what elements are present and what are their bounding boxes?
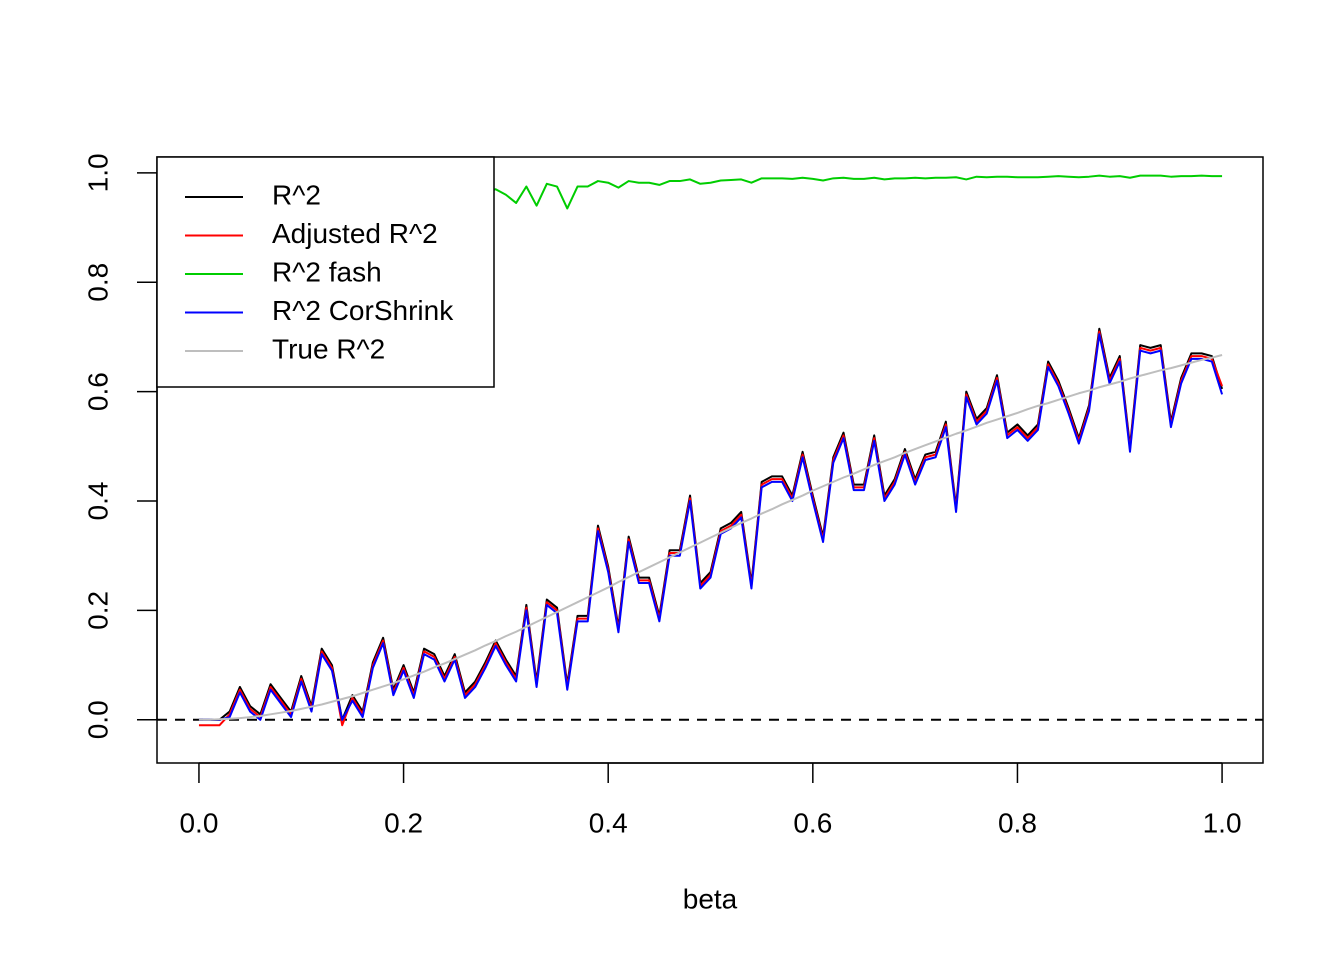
y-tick-label: 1.0 bbox=[82, 153, 113, 192]
x-tick-label: 0.0 bbox=[179, 807, 218, 838]
legend-label: Adjusted R^2 bbox=[272, 218, 438, 249]
legend-label: R^2 fash bbox=[272, 256, 382, 287]
x-tick-label: 0.6 bbox=[793, 807, 832, 838]
x-axis-label: beta bbox=[683, 883, 738, 914]
series-line bbox=[198, 354, 1223, 721]
legend-label: R^2 bbox=[272, 179, 321, 210]
legend: R^2 Adjusted R^2 R^2 fash R^2 CorShrink True… bbox=[156, 156, 495, 388]
legend-box bbox=[156, 156, 495, 388]
y-tick-label: 0.4 bbox=[82, 482, 113, 521]
x-tick-label: 0.2 bbox=[384, 807, 423, 838]
x-tick-label: 1.0 bbox=[1203, 807, 1242, 838]
y-tick-label: 0.6 bbox=[82, 372, 113, 411]
y-tick-label: 0.2 bbox=[82, 591, 113, 630]
x-tick-label: 0.4 bbox=[589, 807, 628, 838]
legend-label: R^2 CorShrink bbox=[272, 295, 454, 326]
y-tick-label: 0.0 bbox=[82, 700, 113, 739]
series-line bbox=[198, 330, 1224, 727]
series-line bbox=[198, 333, 1224, 721]
plot-frame bbox=[156, 156, 1264, 764]
legend-label: True R^2 bbox=[272, 333, 385, 364]
y-tick-label: 0.8 bbox=[82, 263, 113, 302]
x-tick-label: 0.8 bbox=[998, 807, 1037, 838]
plot-area bbox=[157, 174, 1263, 727]
